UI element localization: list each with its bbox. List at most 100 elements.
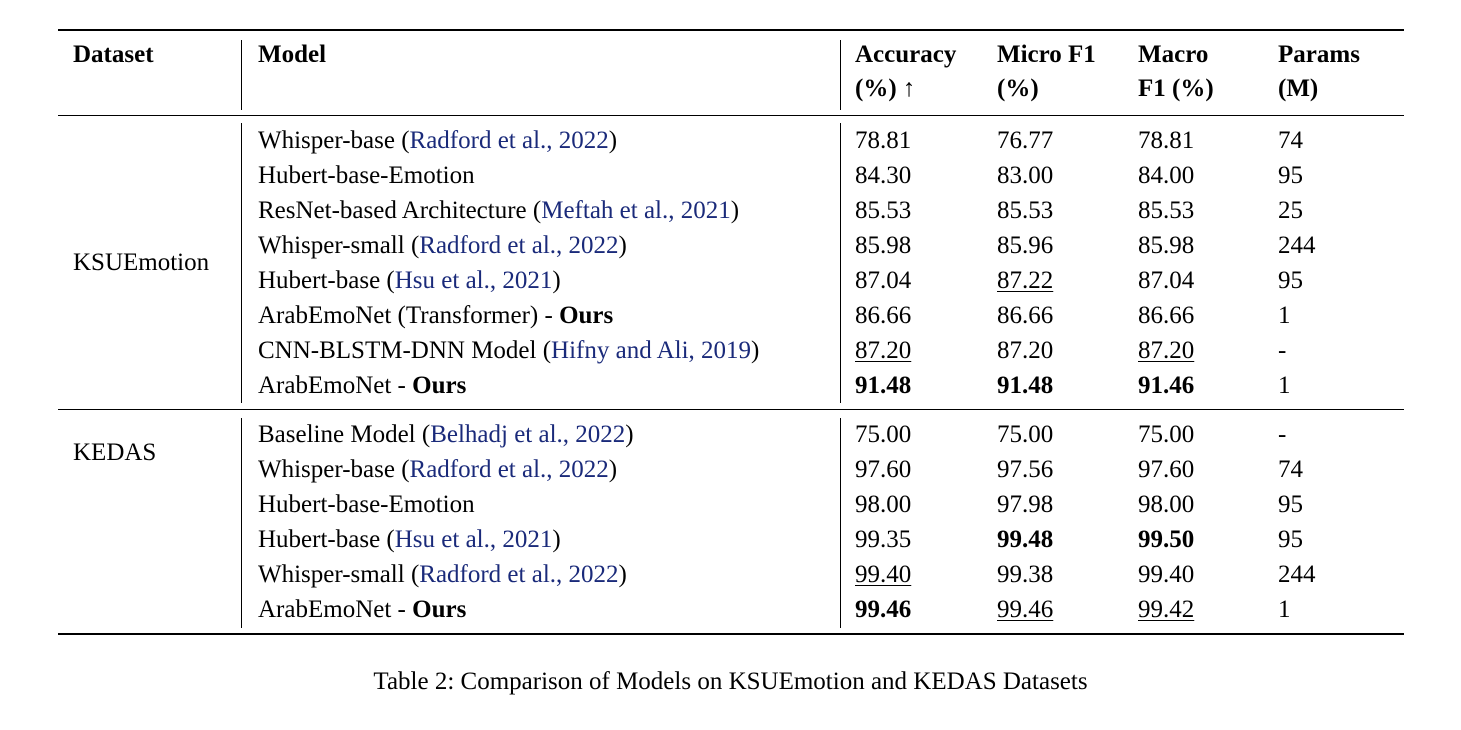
header-model: Model <box>258 41 327 68</box>
citation-link[interactable]: Belhadj et al., 2022 <box>430 421 626 448</box>
micro-value: 97.98 <box>997 491 1054 518</box>
acc-value: 97.60 <box>855 456 912 483</box>
params-value: 1 <box>1278 596 1291 623</box>
macro-value: 85.53 <box>1138 197 1195 224</box>
table-caption: Table 2: Comparison of Models on KSUEmot… <box>373 668 1088 695</box>
model-name: Whisper-base <box>258 127 395 154</box>
micro-value: 86.66 <box>997 302 1054 329</box>
vline-dataset-header <box>241 40 242 110</box>
micro-value: 76.77 <box>997 127 1054 154</box>
citation-link[interactable]: Hsu et al., 2021 <box>394 526 553 553</box>
micro-value: 99.48 <box>997 526 1054 553</box>
acc-value: 86.66 <box>855 302 912 329</box>
model-cell: ArabEmoNet - Ours <box>258 592 466 627</box>
model-name: ArabEmoNet - <box>258 596 413 623</box>
header-dataset: Dataset <box>73 41 154 68</box>
citation-link[interactable]: Radford et al., 2022 <box>419 232 619 259</box>
model-cell: Whisper-base (Radford et al., 2022) <box>258 456 618 483</box>
vline-model-group2 <box>840 418 841 628</box>
micro-value: 87.22 <box>997 267 1054 294</box>
header-macro-f1: Macro F1 (%) <box>1138 38 1214 106</box>
model-name: Whisper-small <box>258 232 405 259</box>
header-accuracy-line1: Accuracy <box>855 41 957 68</box>
header-rule <box>58 115 1404 116</box>
model-name: ResNet-based Architecture <box>258 197 527 224</box>
micro-value: 91.48 <box>997 372 1054 399</box>
model-cell: Hubert-base (Hsu et al., 2021) <box>258 526 561 553</box>
model-cell: Whisper-small (Radford et al., 2022) <box>258 232 627 259</box>
macro-value: 99.42 <box>1138 596 1195 623</box>
macro-value: 78.81 <box>1138 127 1195 154</box>
header-macro-line1: Macro <box>1138 41 1209 68</box>
citation-link[interactable]: Radford et al., 2022 <box>409 456 609 483</box>
model-name: Hubert-base-Emotion <box>258 162 475 189</box>
params-value: 74 <box>1278 456 1303 483</box>
model-cell: CNN-BLSTM-DNN Model (Hifny and Ali, 2019… <box>258 337 760 364</box>
ours-label: Ours <box>412 596 467 623</box>
header-micro-f1: Micro F1 (%) <box>997 38 1096 106</box>
citation-link[interactable]: Radford et al., 2022 <box>409 127 609 154</box>
macro-value: 87.04 <box>1138 267 1195 294</box>
acc-value: 87.20 <box>855 337 912 364</box>
model-name: ArabEmoNet (Transformer) - <box>258 302 560 329</box>
params-value: - <box>1278 421 1287 448</box>
vline-dataset-group2 <box>241 418 242 628</box>
model-cell: Whisper-small (Radford et al., 2022) <box>258 561 627 588</box>
params-value: 1 <box>1278 372 1291 399</box>
citation-link[interactable]: Meftah et al., 2021 <box>541 197 731 224</box>
micro-value: 75.00 <box>997 421 1054 448</box>
params-value: 95 <box>1278 267 1303 294</box>
dataset-label: KEDAS <box>73 439 157 466</box>
citation-link[interactable]: Hsu et al., 2021 <box>394 267 553 294</box>
ours-label: Ours <box>412 372 467 399</box>
acc-value: 75.00 <box>855 421 912 448</box>
acc-value: 91.48 <box>855 372 912 399</box>
params-value: 1 <box>1278 302 1291 329</box>
dataset-label: KSUEmotion <box>73 249 210 276</box>
model-name: ArabEmoNet - <box>258 372 413 399</box>
acc-value: 99.46 <box>855 596 912 623</box>
macro-value: 85.98 <box>1138 232 1195 259</box>
model-name: Hubert-base <box>258 526 381 553</box>
model-cell: Hubert-base-Emotion <box>258 487 475 522</box>
model-name: Baseline Model <box>258 421 416 448</box>
micro-value: 85.53 <box>997 197 1054 224</box>
acc-value: 85.98 <box>855 232 912 259</box>
acc-value: 99.40 <box>855 561 912 588</box>
header-accuracy-line2: (%) ↑ <box>855 75 916 102</box>
header-params-line2: (M) <box>1278 75 1319 102</box>
params-value: 74 <box>1278 127 1303 154</box>
model-name: CNN-BLSTM-DNN Model <box>258 337 537 364</box>
acc-value: 78.81 <box>855 127 912 154</box>
macro-value: 91.46 <box>1138 372 1195 399</box>
macro-value: 86.66 <box>1138 302 1195 329</box>
citation-link[interactable]: Radford et al., 2022 <box>419 561 619 588</box>
macro-value: 99.50 <box>1138 526 1195 553</box>
macro-value: 99.40 <box>1138 561 1195 588</box>
acc-value: 85.53 <box>855 197 912 224</box>
citation-link[interactable]: Hifny and Ali, 2019 <box>551 337 752 364</box>
micro-value: 99.38 <box>997 561 1054 588</box>
top-rule <box>58 29 1404 31</box>
params-value: 95 <box>1278 491 1303 518</box>
header-macro-line2: F1 (%) <box>1138 75 1214 102</box>
model-name: Whisper-small <box>258 561 405 588</box>
model-name: Hubert-base-Emotion <box>258 491 475 518</box>
acc-value: 99.35 <box>855 526 912 553</box>
model-name: Hubert-base <box>258 267 381 294</box>
model-cell: ArabEmoNet (Transformer) - Ours <box>258 298 613 333</box>
macro-value: 98.00 <box>1138 491 1195 518</box>
micro-value: 85.96 <box>997 232 1054 259</box>
model-cell: Baseline Model (Belhadj et al., 2022) <box>258 421 634 448</box>
model-name: Whisper-base <box>258 456 395 483</box>
params-value: 95 <box>1278 162 1303 189</box>
header-micro-line1: Micro F1 <box>997 41 1096 68</box>
acc-value: 98.00 <box>855 491 912 518</box>
macro-value: 84.00 <box>1138 162 1195 189</box>
acc-value: 84.30 <box>855 162 912 189</box>
macro-value: 75.00 <box>1138 421 1195 448</box>
group-rule <box>58 409 1404 410</box>
model-cell: Hubert-base-Emotion <box>258 158 475 193</box>
params-value: 95 <box>1278 526 1303 553</box>
micro-value: 83.00 <box>997 162 1054 189</box>
